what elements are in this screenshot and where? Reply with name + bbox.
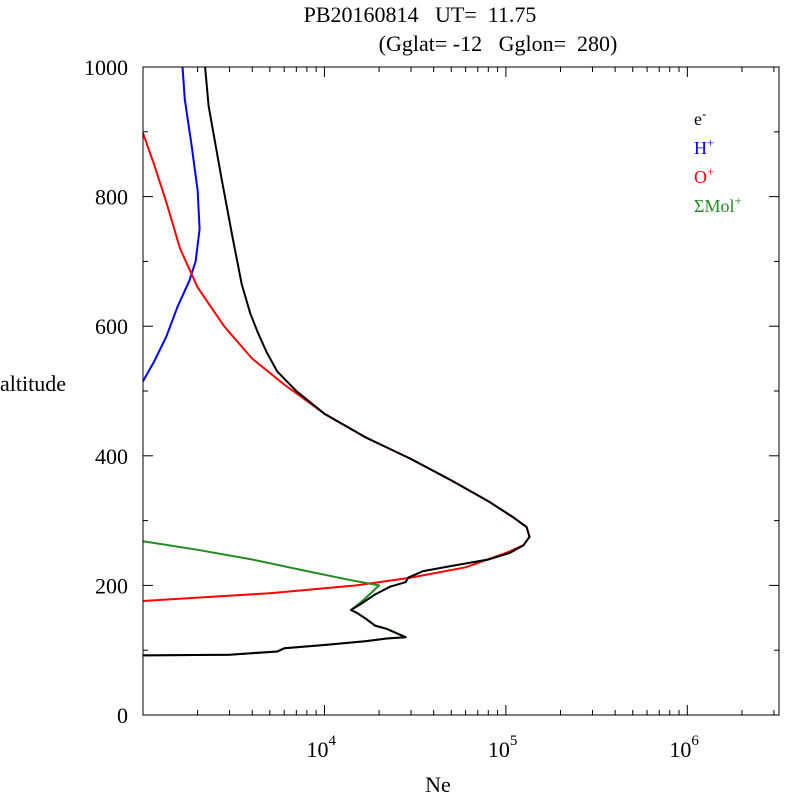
x-axis-label: Ne <box>425 772 451 796</box>
x-tick-labels: 10 4 10 5 10 6 <box>306 733 699 762</box>
series-line-0 <box>142 66 531 657</box>
y-tick-label: 600 <box>95 314 128 339</box>
x-tick-exponent: 5 <box>510 733 518 749</box>
chart-title-line2: (Gglat= -12 Gglon= 280) <box>379 31 618 56</box>
legend-superscript: - <box>702 106 706 121</box>
series-line-1 <box>142 66 201 382</box>
y-tick-label: 200 <box>95 573 128 598</box>
axis-ticks <box>142 66 779 716</box>
plot-frame <box>142 66 780 716</box>
y-tick-labels: 0 200 400 600 800 1000 <box>84 55 128 728</box>
legend-entry-2: O+ <box>694 164 714 187</box>
y-tick-label: 1000 <box>84 55 128 80</box>
x-tick-label: 10 <box>306 737 328 762</box>
x-tick-exponent: 6 <box>691 733 699 749</box>
series-layer <box>142 66 531 657</box>
y-tick-label: 0 <box>117 703 128 728</box>
legend: e- H+ O+ ΣMol+ <box>694 106 742 216</box>
legend-entry-1: H+ <box>694 135 714 158</box>
legend-superscript: + <box>707 135 714 150</box>
legend-superscript: + <box>734 193 741 208</box>
legend-entry-3: ΣMol+ <box>694 193 742 216</box>
x-tick-label: 10 <box>488 737 510 762</box>
series-line-2 <box>142 132 531 602</box>
legend-entry-0: e- <box>694 106 706 129</box>
y-tick-label: 400 <box>95 444 128 469</box>
y-tick-label: 800 <box>95 185 128 210</box>
legend-superscript: + <box>707 164 714 179</box>
y-axis-label: altitude <box>0 371 66 396</box>
x-tick-exponent: 4 <box>328 733 336 749</box>
chart-title-line1: PB20160814 UT= 11.75 <box>304 2 537 27</box>
x-tick-label: 10 <box>669 737 691 762</box>
